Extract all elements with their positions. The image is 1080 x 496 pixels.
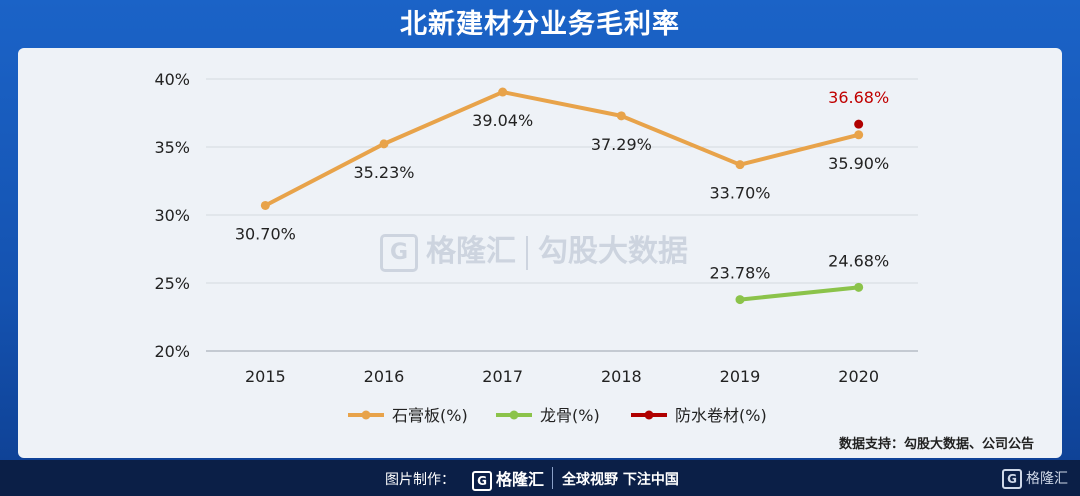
watermark-text: 勾股大数据 [538,234,688,269]
y-tick-label: 40% [154,70,190,89]
footer-right-logo-icon: G [1002,469,1022,489]
footer-right-brand: 格隆汇 [1026,471,1068,487]
x-tick-label: 2019 [720,367,761,386]
data-point [854,130,864,140]
data-label: 39.04% [472,111,533,130]
data-point [616,111,626,121]
chart-card: G 格隆汇 勾股大数据 20% 25% 30% 35% 40% 2015 2016 2017 201… [18,48,1062,458]
footer-slogan: 全球视野 下注中国 [562,472,679,488]
y-tick-label: 25% [154,274,190,293]
data-label: 33.70% [709,184,770,203]
x-tick-label: 2015 [245,367,286,386]
footer-brand: G 格隆汇 [472,466,544,491]
x-tick-label: 2018 [601,367,642,386]
footer-brand-text: 格隆汇 [496,470,545,489]
y-tick-label: 20% [154,342,190,361]
y-tick-label: 35% [154,138,190,157]
legend-swatch-marker [644,410,654,420]
data-label: 35.90% [828,154,889,173]
x-tick-label: 2016 [364,367,405,386]
x-tick-label: 2017 [482,367,523,386]
series-line [263,90,861,208]
legend-swatch-marker [361,410,371,420]
data-point [854,282,864,292]
legend-label: 防水卷材(%) [675,406,767,425]
legend-label: 龙骨(%) [540,406,600,425]
y-tick-label: 30% [154,206,190,225]
footer-logo-icon: G [472,470,492,491]
data-label: 36.68% [828,88,889,107]
data-point [854,119,864,129]
legend-swatch-marker [509,410,519,420]
chart-title: 北新建材分业务毛利率 [400,9,680,40]
footer-logo-right: G 格隆汇 [1002,468,1068,489]
legend-label: 石膏板(%) [392,406,468,425]
data-label: 23.78% [709,264,770,283]
watermark: G 格隆汇 勾股大数据 [380,226,688,272]
footer-divider [552,467,553,489]
data-point [735,295,745,305]
data-label: 35.23% [353,163,414,182]
data-point [379,139,389,149]
footer-credit: 图片制作： [385,472,455,488]
watermark-brand: 格隆汇 [426,234,516,269]
line-chart: 20% 25% 30% 35% 40% 2015 2016 2017 2018 2019 2020 3… [154,70,918,425]
data-label: 37.29% [591,135,652,154]
data-point [260,200,270,210]
footer-bar: 图片制作： G 格隆汇 全球视野 下注中国 G 格隆汇 [0,460,1080,496]
data-point [735,160,745,170]
data-point [498,87,508,97]
data-label: 24.68% [828,251,889,270]
watermark-divider [526,235,528,270]
series-line [738,285,861,302]
data-source: 数据支持：勾股大数据、公司公告 [838,437,1034,452]
x-tick-label: 2020 [838,367,879,386]
watermark-logo-icon: G [380,233,418,272]
data-label: 30.70% [235,224,296,243]
